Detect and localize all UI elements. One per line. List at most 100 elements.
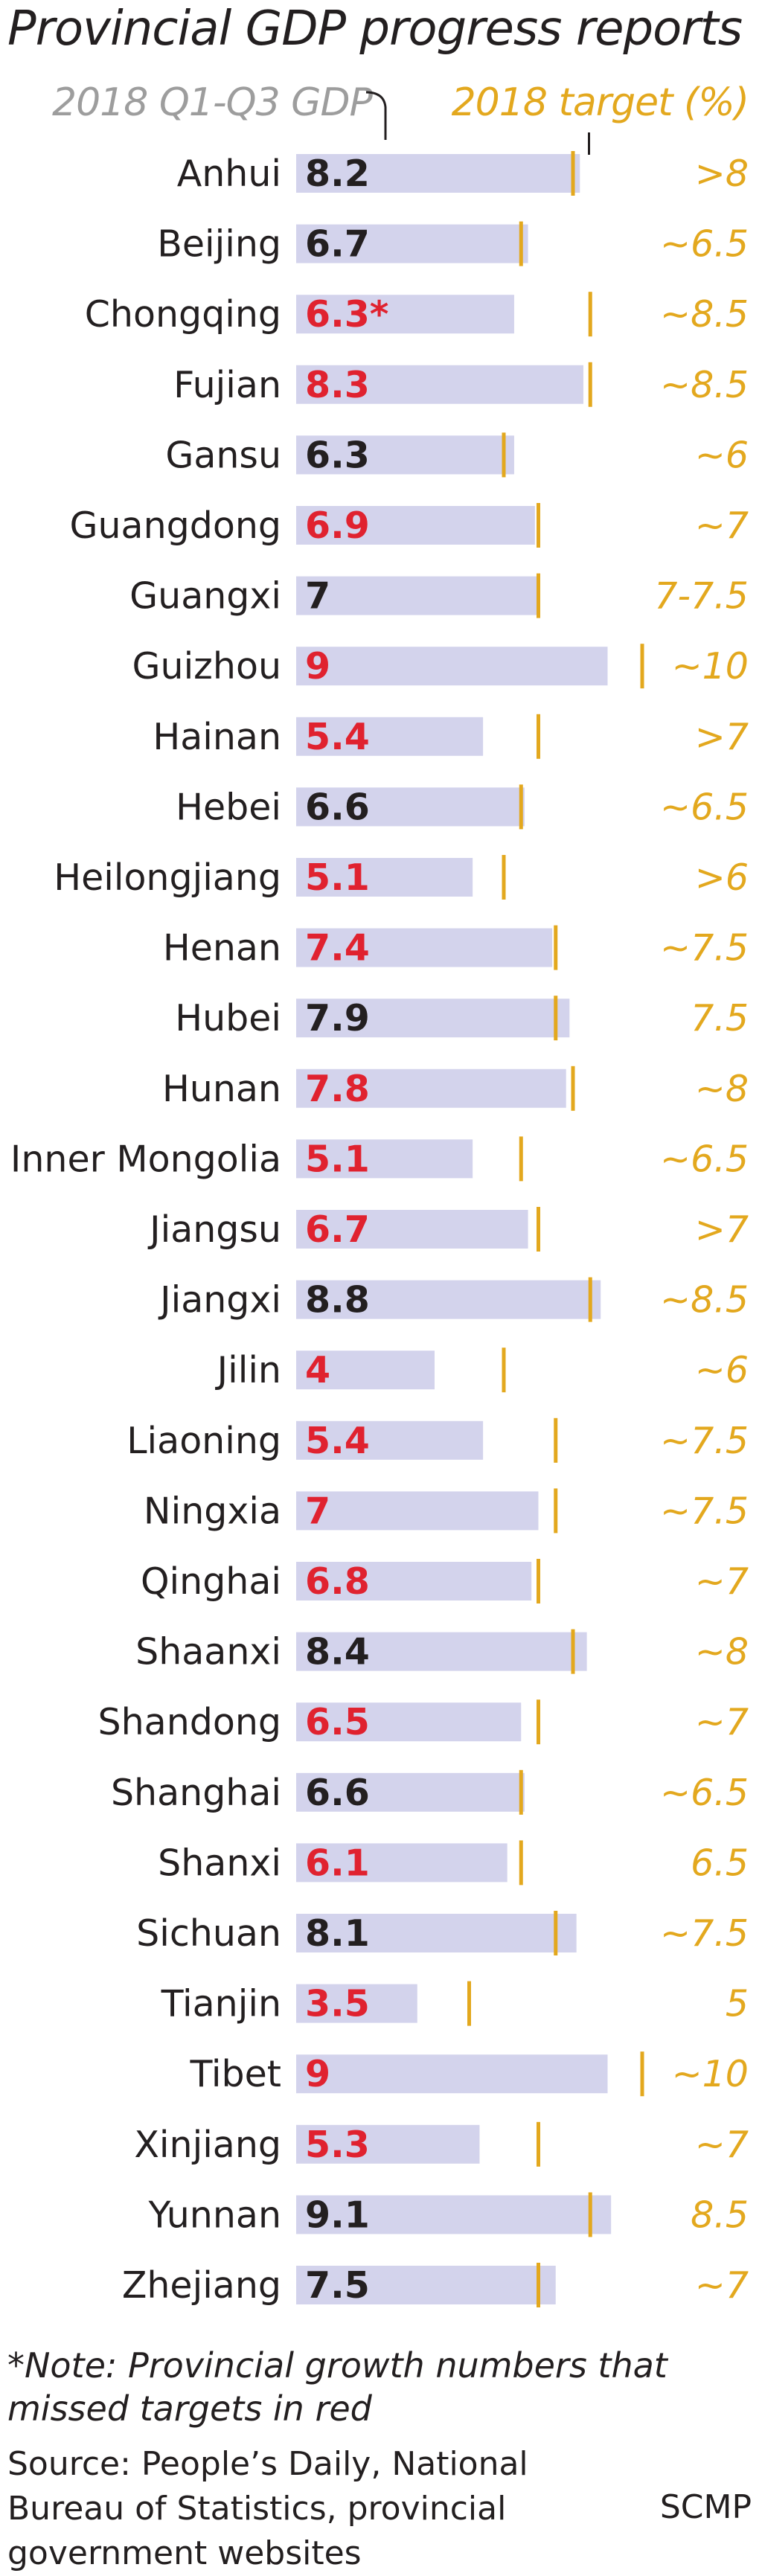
province-label-hunan: Hunan: [162, 1068, 281, 1110]
target-value-shanghai: ~6.5: [660, 1772, 749, 1814]
province-label-tibet: Tibet: [190, 2053, 282, 2095]
bar-qinghai: [296, 1562, 532, 1601]
province-label-ningxia: Ningxia: [144, 1490, 281, 1532]
target-marker-shanghai: [519, 1769, 523, 1815]
target-marker-henan: [554, 925, 558, 970]
target-value-yunnan: 8.5: [691, 2194, 749, 2236]
target-value-heilongjiang: >6: [695, 856, 749, 899]
province-label-henan: Henan: [163, 927, 281, 970]
bar-jilin: [296, 1351, 435, 1390]
province-label-jiangxi: Jiangxi: [158, 1279, 281, 1321]
target-value-ningxia: ~7.5: [660, 1490, 749, 1532]
target-value-shanxi: 6.5: [691, 1842, 749, 1884]
target-marker-jilin: [502, 1348, 506, 1393]
province-label-jiangsu: Jiangsu: [147, 1208, 281, 1251]
province-label-gansu: Gansu: [165, 434, 281, 476]
target-marker-liaoning: [554, 1417, 558, 1463]
province-label-qinghai: Qinghai: [141, 1560, 281, 1603]
target-marker-hainan: [537, 714, 540, 759]
bar-shanghai: [296, 1772, 525, 1812]
target-marker-anhui: [571, 151, 575, 196]
gdp-value-guizhou: 9: [305, 645, 330, 688]
target-marker-hebei: [519, 784, 523, 830]
target-value-tianjin: 5: [726, 1983, 749, 2025]
bar-anhui: [296, 154, 580, 193]
bar-tianjin: [296, 1984, 417, 2023]
province-label-zhejiang: Zhejiang: [122, 2264, 281, 2307]
gdp-value-shandong: 6.5: [305, 1701, 370, 1743]
bar-fujian: [296, 365, 583, 404]
gdp-value-jilin: 4: [305, 1349, 330, 1391]
target-value-shaanxi: ~8: [695, 1631, 749, 1673]
gdp-value-tibet: 9: [305, 2053, 330, 2095]
target-value-zhejiang: ~7: [695, 2264, 749, 2307]
bar-henan: [296, 928, 553, 967]
target-marker-gansu: [502, 432, 506, 478]
target-marker-hubei: [554, 996, 558, 1041]
target-header-tick: [588, 132, 590, 155]
target-value-jilin: ~6: [695, 1349, 749, 1391]
province-label-hubei: Hubei: [175, 997, 281, 1039]
gdp-value-sichuan: 8.1: [305, 1912, 370, 1955]
gdp-value-beijing: 6.7: [305, 223, 370, 266]
gdp-value-henan: 7.4: [305, 927, 370, 970]
province-label-guangxi: Guangxi: [129, 575, 281, 618]
target-value-hunan: ~8: [695, 1068, 749, 1110]
gdp-value-ningxia: 7: [305, 1490, 330, 1532]
target-value-shandong: ~7: [695, 1701, 749, 1743]
province-label-inner-mongolia: Inner Mongolia: [10, 1138, 281, 1180]
target-value-sichuan: ~7.5: [660, 1912, 749, 1955]
bar-xinjiang: [296, 2124, 480, 2164]
gdp-value-guangdong: 6.9: [305, 504, 370, 547]
province-label-shaanxi: Shaanxi: [135, 1631, 281, 1673]
province-label-guangdong: Guangdong: [70, 504, 281, 547]
target-marker-guizhou: [640, 644, 644, 689]
bar-guangdong: [296, 506, 535, 545]
gdp-value-tianjin: 3.5: [305, 1983, 370, 2025]
target-value-hainan: >7: [695, 716, 749, 758]
province-label-chongqing: Chongqing: [85, 293, 281, 336]
gdp-value-gansu: 6.3: [305, 434, 370, 476]
bar-guangxi: [296, 576, 539, 615]
bar-beijing: [296, 224, 528, 263]
gdp-column-header: 2018 Q1-Q3 GDP: [52, 80, 373, 125]
gdp-value-qinghai: 6.8: [305, 1560, 370, 1603]
target-marker-sichuan: [554, 1911, 558, 1955]
bar-zhejiang: [296, 2266, 556, 2304]
province-label-liaoning: Liaoning: [127, 1420, 281, 1462]
bar-shaanxi: [296, 1632, 587, 1671]
bar-inner-mongolia: [296, 1139, 473, 1179]
gdp-value-jiangsu: 6.7: [305, 1208, 370, 1251]
target-value-fujian: ~8.5: [660, 364, 749, 406]
bar-shandong: [296, 1702, 522, 1742]
target-marker-inner-mongolia: [519, 1136, 523, 1182]
target-marker-guangdong: [537, 503, 540, 548]
bar-heilongjiang: [296, 858, 473, 897]
bar-guizhou: [296, 647, 608, 686]
bar-shanxi: [296, 1843, 508, 1883]
gdp-value-chongqing: 6.3*: [305, 293, 388, 336]
bar-hubei: [296, 999, 570, 1038]
gdp-value-liaoning: 5.4: [305, 1420, 370, 1462]
target-value-chongqing: ~8.5: [660, 293, 749, 336]
target-value-guangdong: ~7: [695, 504, 749, 547]
target-marker-tianjin: [467, 1981, 471, 2026]
target-marker-jiangxi: [588, 1277, 592, 1322]
bar-liaoning: [296, 1420, 484, 1460]
chart-note: *Note: Provincial growth numbers that mi…: [7, 2345, 667, 2429]
province-label-anhui: Anhui: [177, 153, 281, 195]
target-marker-yunnan: [588, 2192, 592, 2237]
target-value-liaoning: ~7.5: [660, 1420, 749, 1462]
province-label-beijing: Beijing: [157, 223, 281, 266]
province-label-hebei: Hebei: [176, 786, 281, 828]
province-label-sichuan: Sichuan: [136, 1912, 281, 1955]
bar-hebei: [296, 787, 525, 827]
bar-jiangsu: [296, 1210, 528, 1249]
bar-hainan: [296, 717, 484, 756]
target-value-beijing: ~6.5: [660, 223, 749, 266]
province-label-fujian: Fujian: [173, 364, 281, 406]
target-marker-xinjiang: [537, 2121, 540, 2167]
gdp-value-hubei: 7.9: [305, 997, 370, 1039]
province-label-xinjiang: Xinjiang: [134, 2124, 281, 2166]
gdp-value-heilongjiang: 5.1: [305, 856, 370, 899]
